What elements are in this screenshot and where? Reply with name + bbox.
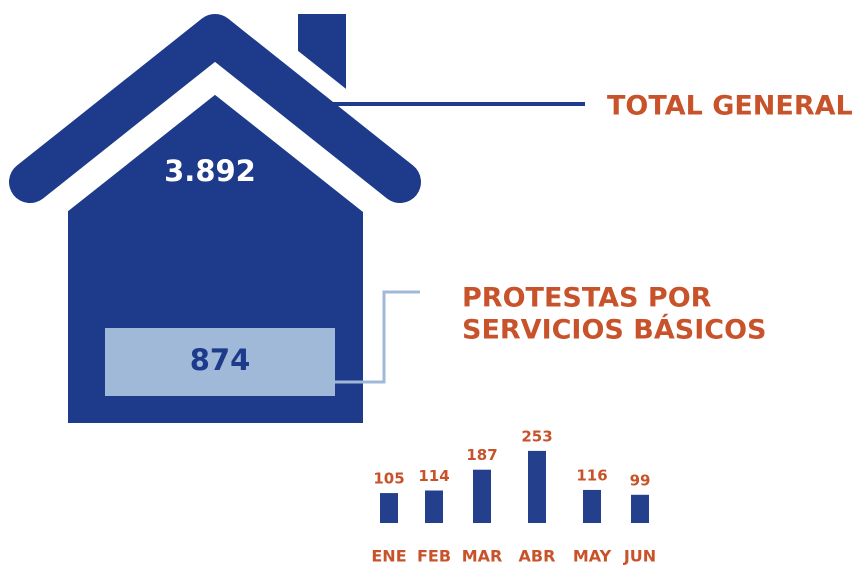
bar: [380, 493, 398, 523]
x-tick-label: MAY: [573, 547, 612, 566]
bar: [631, 494, 649, 523]
x-tick-label: ABR: [519, 547, 556, 566]
x-tick-label: MAR: [462, 547, 503, 566]
subset-box: [105, 328, 335, 396]
total-label: TOTAL GENERAL: [607, 91, 852, 122]
x-tick-label: FEB: [417, 547, 451, 566]
bar: [583, 489, 601, 523]
value-label: 114: [418, 467, 449, 485]
subset-label: SERVICIOS BÁSICOS: [462, 314, 766, 346]
value-label: 253: [521, 427, 552, 445]
value-label: 116: [576, 466, 607, 484]
bar: [425, 490, 443, 523]
subset-value: 874: [190, 343, 251, 377]
value-label: 187: [466, 446, 497, 464]
subset-connector: [335, 290, 420, 384]
value-label: 99: [630, 471, 651, 489]
bar: [528, 450, 546, 523]
value-label: 105: [373, 470, 404, 488]
bar: [473, 469, 491, 523]
total-value: 3.892: [164, 154, 256, 188]
x-tick-label: JUN: [623, 547, 656, 566]
x-tick-label: ENE: [371, 547, 406, 566]
subset-label: PROTESTAS POR: [462, 283, 712, 314]
roof: [9, 14, 421, 203]
